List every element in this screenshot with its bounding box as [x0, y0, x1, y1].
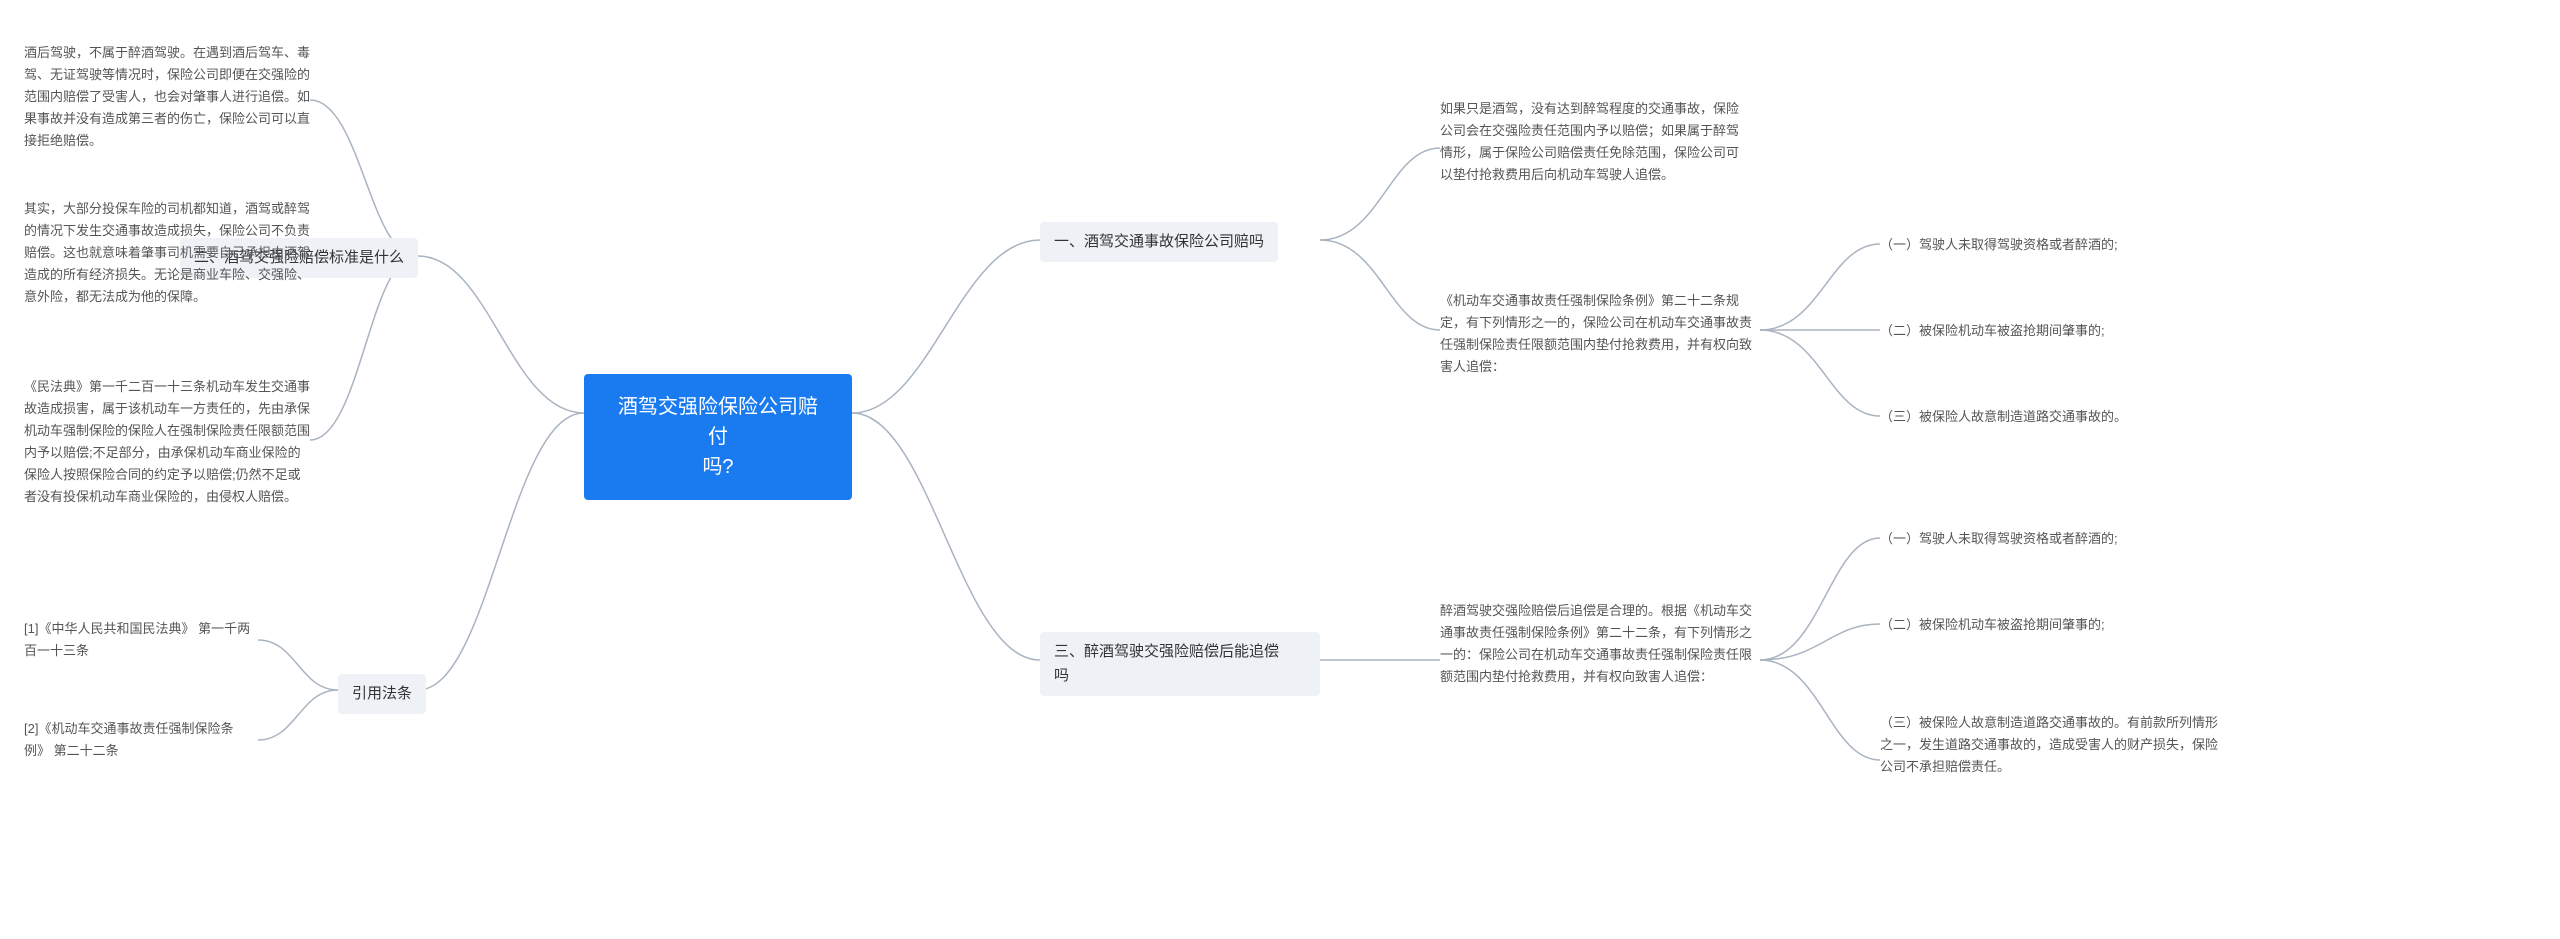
right-b2-leaf-1-sub-2: （二）被保险机动车被盗抢期间肇事的;: [1880, 614, 2220, 636]
right-branch-2-label-1: 三、醉酒驾驶交强险赔偿后能追偿: [1054, 640, 1306, 664]
right-b2-leaf-1-sub-3: （三）被保险人故意制造道路交通事故的。有前款所列情形之一，发生道路交通事故的，造…: [1880, 712, 2220, 778]
right-b1-leaf-2-sub-3: （三）被保险人故意制造道路交通事故的。: [1880, 406, 2220, 428]
right-branch-1[interactable]: 一、酒驾交通事故保险公司赔吗: [1040, 222, 1278, 262]
right-branch-2-label-2: 吗: [1054, 664, 1306, 688]
left-b2-leaf-2: [2]《机动车交通事故责任强制保险条例》 第二十二条: [24, 718, 258, 762]
connectors-svg: [0, 0, 2560, 939]
root-line2: 吗?: [612, 452, 824, 482]
right-b1-leaf-2: 《机动车交通事故责任强制保险条例》第二十二条规定，有下列情形之一的，保险公司在机…: [1440, 290, 1760, 378]
left-b1-leaf-2: 其实，大部分投保车险的司机都知道，酒驾或醉驾的情况下发生交通事故造成损失，保险公…: [24, 198, 310, 308]
right-branch-1-label: 一、酒驾交通事故保险公司赔吗: [1054, 233, 1264, 250]
mindmap-canvas: 酒驾交强险保险公司赔付 吗? 一、酒驾交通事故保险公司赔吗 如果只是酒驾，没有达…: [0, 0, 2560, 939]
left-branch-2[interactable]: 引用法条: [338, 674, 426, 714]
left-b1-leaf-1: 酒后驾驶，不属于醉酒驾驶。在遇到酒后驾车、毒驾、无证驾驶等情况时，保险公司即便在…: [24, 42, 310, 152]
right-branch-2[interactable]: 三、醉酒驾驶交强险赔偿后能追偿 吗: [1040, 632, 1320, 696]
right-b1-leaf-2-sub-2: （二）被保险机动车被盗抢期间肇事的;: [1880, 320, 2220, 342]
left-b2-leaf-1: [1]《中华人民共和国民法典》 第一千两百一十三条: [24, 618, 258, 662]
right-b2-leaf-1-sub-1: （一）驾驶人未取得驾驶资格或者醉酒的;: [1880, 528, 2220, 550]
right-b2-leaf-1: 醉酒驾驶交强险赔偿后追偿是合理的。根据《机动车交通事故责任强制保险条例》第二十二…: [1440, 600, 1760, 688]
right-b1-leaf-2-sub-1: （一）驾驶人未取得驾驶资格或者醉酒的;: [1880, 234, 2220, 256]
right-b1-leaf-1: 如果只是酒驾，没有达到醉驾程度的交通事故，保险公司会在交强险责任范围内予以赔偿；…: [1440, 98, 1750, 186]
root-line1: 酒驾交强险保险公司赔付: [612, 392, 824, 452]
left-b1-leaf-3: 《民法典》第一千二百一十三条机动车发生交通事故造成损害，属于该机动车一方责任的，…: [24, 376, 310, 509]
left-branch-2-label: 引用法条: [352, 685, 412, 702]
root-node[interactable]: 酒驾交强险保险公司赔付 吗?: [584, 374, 852, 500]
